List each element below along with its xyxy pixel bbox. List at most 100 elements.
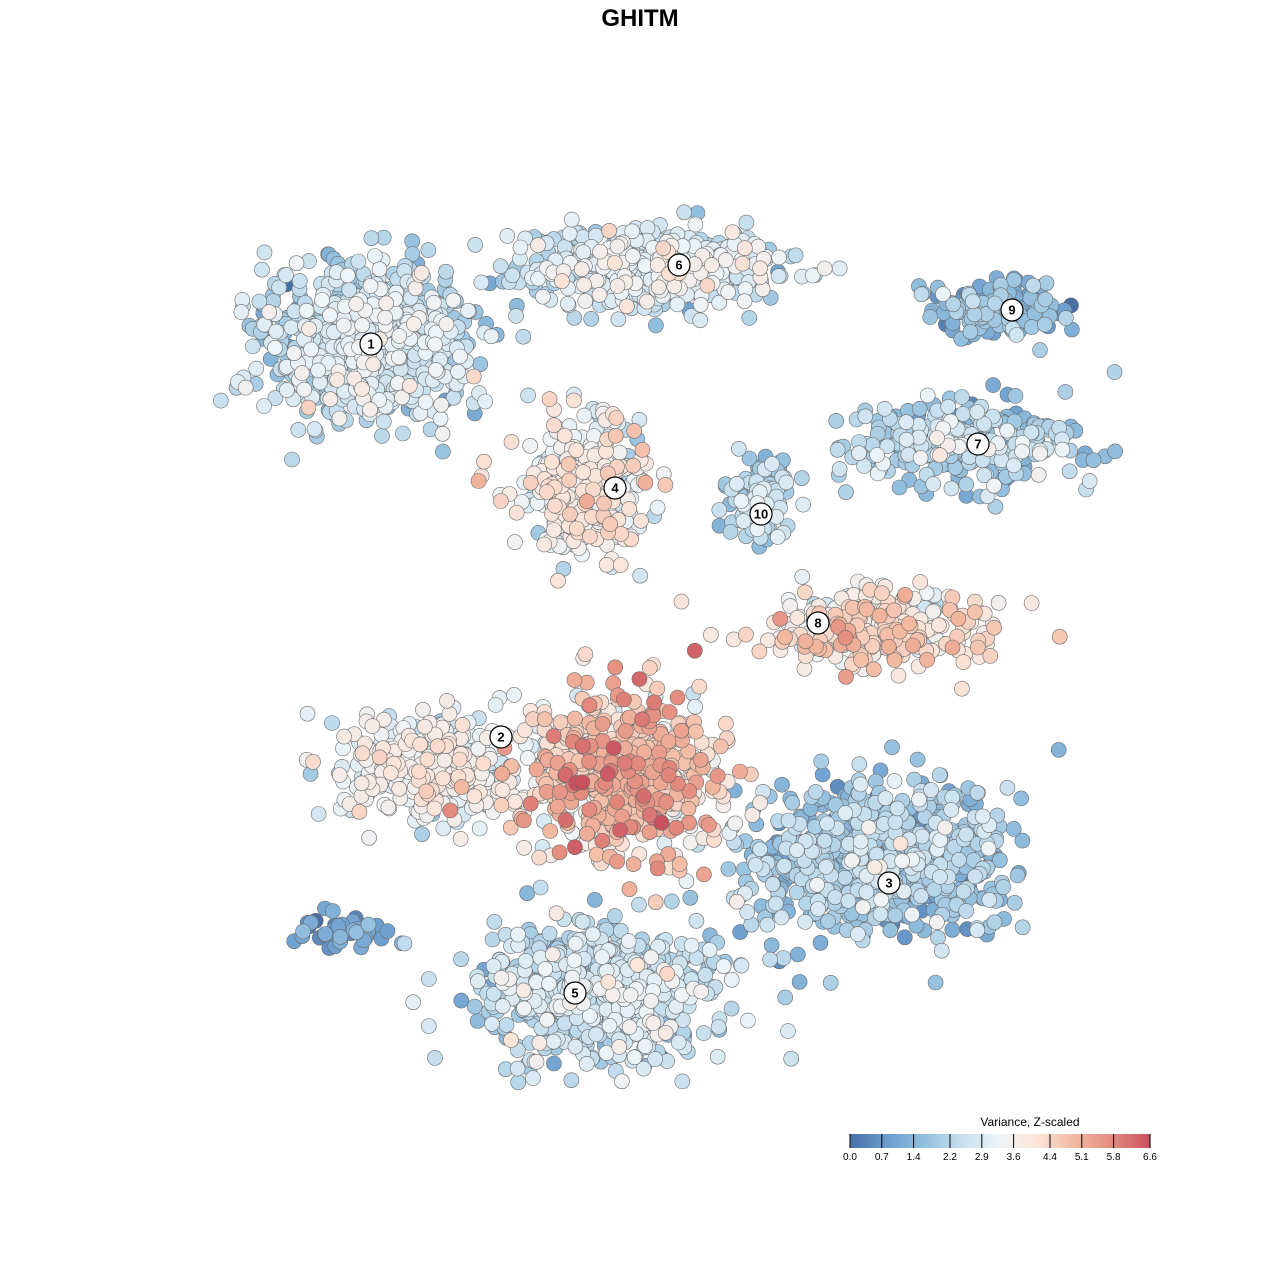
scatter-point	[1008, 327, 1025, 343]
scatter-point	[814, 766, 831, 783]
scatter-point	[288, 255, 305, 272]
scatter-point	[322, 391, 339, 408]
scatter-point	[573, 261, 590, 278]
scatter-point	[692, 296, 709, 313]
scatter-point	[378, 295, 395, 312]
scatter-point	[291, 273, 308, 289]
scatter-point	[955, 883, 972, 900]
scatter-point	[793, 470, 810, 487]
scatter-point	[1057, 384, 1074, 400]
scatter-point	[759, 916, 776, 933]
scatter-point	[887, 907, 904, 924]
scatter-point	[889, 800, 906, 817]
scatter-point	[510, 926, 526, 943]
scatter-point	[602, 516, 618, 532]
scatter-point	[728, 475, 745, 492]
scatter-point	[886, 773, 903, 789]
scatter-point	[795, 496, 812, 513]
scatter-point	[374, 428, 390, 444]
scatter-point	[986, 619, 1002, 636]
scatter-point	[647, 894, 664, 911]
scatter-point	[699, 277, 716, 294]
scatter-point	[858, 884, 875, 900]
scatter-point	[470, 973, 486, 990]
scatter-point	[703, 257, 720, 273]
scatter-point	[967, 604, 983, 620]
scatter-point	[1023, 319, 1040, 335]
scatter-point	[670, 1034, 687, 1051]
scatter-point	[426, 800, 443, 817]
scatter-point	[499, 228, 516, 244]
scatter-point	[545, 1033, 562, 1050]
scatter-point	[932, 869, 948, 885]
scatter-point	[913, 888, 929, 904]
scatter-point	[768, 895, 784, 912]
scatter-point	[797, 584, 813, 601]
scatter-point	[911, 791, 927, 808]
scatter-point	[891, 479, 908, 496]
scatter-point	[452, 831, 469, 847]
scatter-point	[520, 387, 536, 404]
scatter-point	[607, 908, 623, 924]
scatter-point	[657, 1025, 674, 1041]
scatter-point	[777, 989, 794, 1006]
scatter-point	[339, 267, 356, 284]
scatter-point	[541, 391, 558, 407]
scatter-point	[577, 646, 594, 663]
scatter-point	[536, 711, 553, 728]
scatter-point	[954, 389, 970, 405]
scatter-point	[923, 782, 939, 798]
scatter-point	[567, 1038, 584, 1055]
scatter-point	[305, 754, 321, 770]
scatter-point	[450, 363, 466, 380]
scatter-point	[671, 856, 688, 872]
scatter-point	[471, 820, 488, 837]
scatter-point	[852, 833, 869, 850]
scatter-point	[831, 260, 848, 277]
scatter-point	[682, 889, 699, 906]
scatter-point	[955, 654, 972, 670]
scatter-point	[892, 835, 909, 852]
scatter-point	[1006, 894, 1023, 911]
scatter-point	[452, 348, 468, 365]
scatter-point	[512, 239, 529, 256]
scatter-point	[568, 442, 585, 459]
scatter-point	[860, 819, 877, 836]
scatter-point	[912, 574, 929, 590]
scatter-point	[752, 794, 768, 811]
scatter-point	[486, 913, 503, 930]
scatter-point	[736, 240, 753, 256]
scatter-point	[322, 307, 338, 324]
scatter-point	[429, 738, 446, 755]
scatter-point	[299, 705, 316, 722]
scatter-point	[254, 261, 270, 278]
scatter-point	[588, 1026, 604, 1043]
scatter-point	[406, 316, 422, 332]
scatter-point	[986, 914, 1003, 931]
scatter-point	[577, 293, 594, 309]
scatter-point	[401, 377, 418, 394]
scatter-point	[566, 952, 583, 969]
scatter-point	[237, 379, 254, 396]
scatter-point	[999, 422, 1016, 439]
scatter-point	[508, 504, 525, 521]
scatter-point	[764, 876, 781, 893]
scatter-point	[734, 255, 751, 272]
scatter-point	[789, 842, 805, 859]
scatter-point	[929, 914, 945, 931]
scatter-point	[261, 304, 278, 320]
scatter-point	[427, 1050, 443, 1066]
scatter-point	[1030, 466, 1047, 483]
scatter-point	[596, 495, 612, 512]
scatter-point	[348, 924, 365, 941]
scatter-point	[674, 1073, 691, 1090]
scatter-point	[829, 441, 846, 458]
scatter-point	[1006, 457, 1022, 474]
scatter-point	[813, 753, 830, 770]
scatter-point	[837, 805, 854, 821]
scatter-point	[300, 399, 317, 416]
scatter-point	[898, 414, 915, 431]
scatter-point	[562, 506, 578, 523]
scatter-point	[820, 913, 836, 930]
scatter-point	[601, 223, 617, 239]
